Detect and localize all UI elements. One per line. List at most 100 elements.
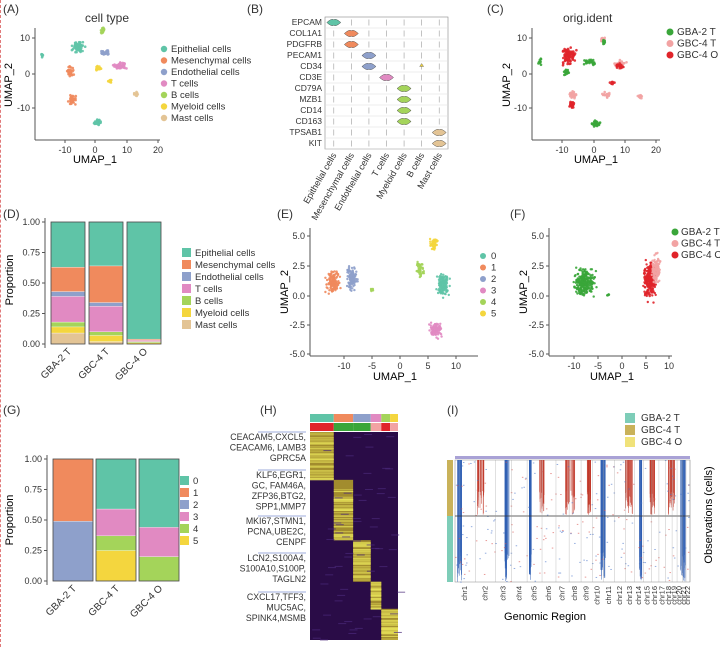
heatmap-stripe bbox=[381, 617, 398, 619]
cnv-noise bbox=[503, 532, 505, 534]
gene-marker-label: GPRC5A bbox=[270, 453, 306, 463]
panel-c-xlabel: UMAP_1 bbox=[574, 154, 618, 166]
cnv-noise bbox=[631, 522, 634, 524]
heatmap-stripe bbox=[333, 518, 354, 520]
panel-letter-h: (H) bbox=[260, 403, 277, 417]
umap-point bbox=[353, 288, 356, 292]
heatmap-stripe bbox=[353, 572, 371, 574]
chromosome-label: chr18 bbox=[664, 586, 673, 605]
legend-label: GBA-2 T bbox=[681, 227, 720, 238]
cnv-noise bbox=[595, 559, 597, 561]
violin bbox=[396, 118, 412, 125]
umap-point bbox=[421, 267, 425, 271]
gene-label: CD34 bbox=[300, 61, 322, 71]
legend-label: Epithelial cells bbox=[195, 248, 255, 259]
umap-point bbox=[66, 100, 70, 103]
violin bbox=[431, 129, 447, 136]
heatmap-stripe bbox=[353, 559, 371, 561]
heatmap-stripe bbox=[310, 469, 334, 471]
umap-point bbox=[591, 280, 594, 284]
gene-label: PECAM1 bbox=[287, 50, 322, 60]
cnv-noise bbox=[592, 527, 595, 529]
gene-label: CD3E bbox=[299, 72, 322, 82]
legend-swatch bbox=[480, 276, 486, 282]
stacked-bar-segment bbox=[95, 458, 137, 510]
panel-letter-e: (E) bbox=[277, 207, 293, 221]
gene-marker-label: SPP1,MMP7 bbox=[256, 502, 306, 512]
legend-label: B cells bbox=[195, 296, 223, 307]
umap-point bbox=[602, 42, 605, 46]
heatmap-stripe bbox=[310, 442, 334, 444]
heatmap-cluster-bar bbox=[390, 414, 398, 422]
heatmap-stripe bbox=[381, 610, 398, 612]
cnv-noise bbox=[522, 511, 525, 513]
heatmap-stripe bbox=[333, 508, 354, 510]
legend-swatch bbox=[160, 80, 168, 87]
umap-point bbox=[351, 282, 355, 285]
panel-letter-d: (D) bbox=[3, 207, 20, 221]
gene-marker-label: PCNA,UBE2C, bbox=[247, 527, 306, 537]
c-xtick-label: 0 bbox=[591, 145, 596, 155]
umap-point bbox=[592, 277, 595, 280]
heatmap-stripe bbox=[310, 459, 334, 461]
cnv-noise bbox=[584, 576, 587, 578]
legend-swatch bbox=[666, 40, 674, 47]
cnv-noise bbox=[463, 558, 466, 560]
cnv-noise bbox=[687, 568, 689, 570]
panel-i-xlabel: Genomic Region bbox=[504, 611, 586, 623]
stacked-bar-segment bbox=[95, 535, 137, 551]
cnv-noise bbox=[665, 534, 667, 536]
cnv-noise bbox=[536, 537, 538, 539]
bar-ytick-label: 0.50 bbox=[22, 278, 40, 288]
cnv-noise bbox=[571, 502, 574, 504]
heatmap-stripe bbox=[376, 493, 385, 495]
cnv-noise bbox=[687, 492, 689, 494]
cnv-noise bbox=[586, 560, 588, 562]
gene-label: PDGFRB bbox=[287, 39, 323, 49]
umap-point bbox=[647, 291, 651, 294]
heatmap-stripe bbox=[381, 624, 398, 626]
cnv-noise bbox=[594, 461, 597, 463]
umap-point bbox=[582, 62, 586, 66]
heatmap-stripe bbox=[353, 548, 371, 550]
legend-label: Endothelial cells bbox=[195, 272, 264, 283]
c-ytick-label: 10 bbox=[517, 33, 527, 43]
umap-point bbox=[643, 285, 647, 289]
bar-ytick-label: 0.25 bbox=[22, 309, 40, 319]
cnv-noise bbox=[597, 475, 600, 477]
heatmap-stripe bbox=[381, 629, 398, 631]
legend-label: Myeloid cells bbox=[171, 102, 226, 113]
umap-point bbox=[123, 66, 127, 70]
cnv-noise bbox=[604, 462, 606, 464]
heatmap-stripe bbox=[372, 616, 381, 618]
umap-point bbox=[437, 278, 441, 281]
umap-point bbox=[593, 282, 596, 285]
umap-point bbox=[656, 251, 659, 255]
umap-point bbox=[603, 90, 606, 94]
a-ytick-label: -10 bbox=[17, 103, 30, 113]
cnv-noise bbox=[460, 581, 462, 583]
cnv-noise bbox=[483, 573, 486, 575]
heatmap-stripe bbox=[353, 559, 371, 561]
heatmap-stripe bbox=[333, 500, 354, 502]
umap-point bbox=[610, 82, 613, 86]
heatmap-sample-bar bbox=[310, 423, 334, 431]
umap-point bbox=[348, 269, 352, 273]
legend-swatch bbox=[480, 264, 486, 271]
umap-point bbox=[329, 284, 333, 288]
cnv-noise bbox=[512, 498, 514, 500]
c-xtick-label: -10 bbox=[555, 145, 568, 155]
stacked-bar-segment bbox=[52, 521, 94, 582]
heatmap-stripe bbox=[310, 454, 334, 456]
umap-point bbox=[644, 279, 647, 282]
heatmap-stripe bbox=[353, 542, 371, 544]
cnv-noise bbox=[505, 461, 508, 463]
gene-label: KIT bbox=[309, 138, 322, 148]
umap-point bbox=[70, 48, 74, 52]
umap-point bbox=[643, 290, 646, 293]
umap-point bbox=[83, 45, 87, 48]
cnv-noise bbox=[576, 523, 579, 525]
cnv-noise bbox=[491, 543, 493, 545]
umap-point bbox=[647, 271, 650, 275]
